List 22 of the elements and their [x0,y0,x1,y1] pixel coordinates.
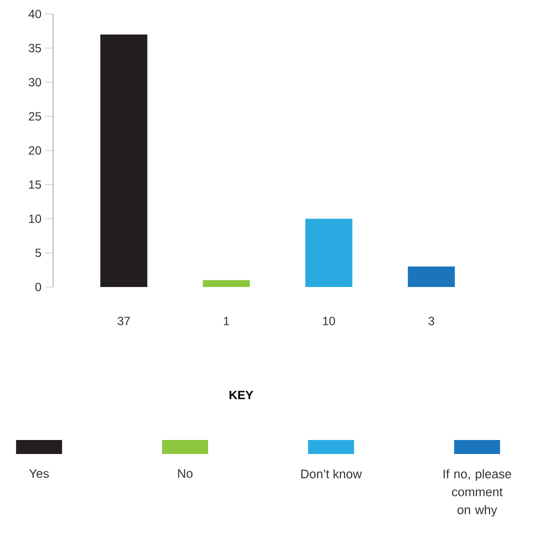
y-tick-label: 10 [29,214,42,223]
text: If no, please comment on why [444,469,512,517]
data-label: 3 [428,316,434,326]
text: Yes [29,469,49,478]
bar [100,34,148,287]
bar [305,218,352,287]
y-tick-label: 35 [28,44,42,52]
text: No [178,469,192,478]
y-tick-label: 5 [35,248,42,258]
y-tick-label: 0 [35,282,42,292]
y-tick-label: 15 [29,180,42,189]
data-label: 37 [118,316,130,326]
y-tick-label: 25 [28,112,42,121]
bar [202,280,250,287]
text: KEY [230,390,254,400]
text: Don’t know [301,469,362,478]
y-tick-label: 20 [28,146,42,155]
bar [408,266,455,287]
data-label: 1 [224,316,230,326]
y-tick-label: 40 [28,10,42,18]
data-label: 10 [323,316,335,326]
y-tick-label: 30 [28,78,42,86]
